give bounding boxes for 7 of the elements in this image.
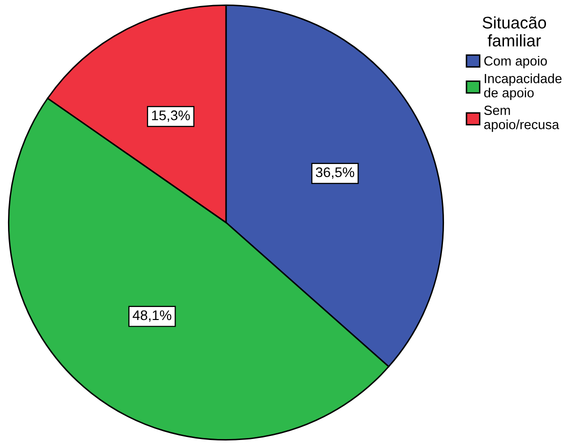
data-label: 36,5% — [316, 167, 354, 179]
data-label: 48,1% — [132, 310, 172, 322]
legend-title: Situacão familiar — [482, 16, 546, 47]
legend-label: Incapacidade de apoio — [484, 74, 562, 100]
legend-label: Com apoio — [484, 56, 547, 68]
data-label: 15,3% — [152, 110, 190, 122]
legend-label: Sem apoio/recusa — [484, 106, 560, 132]
